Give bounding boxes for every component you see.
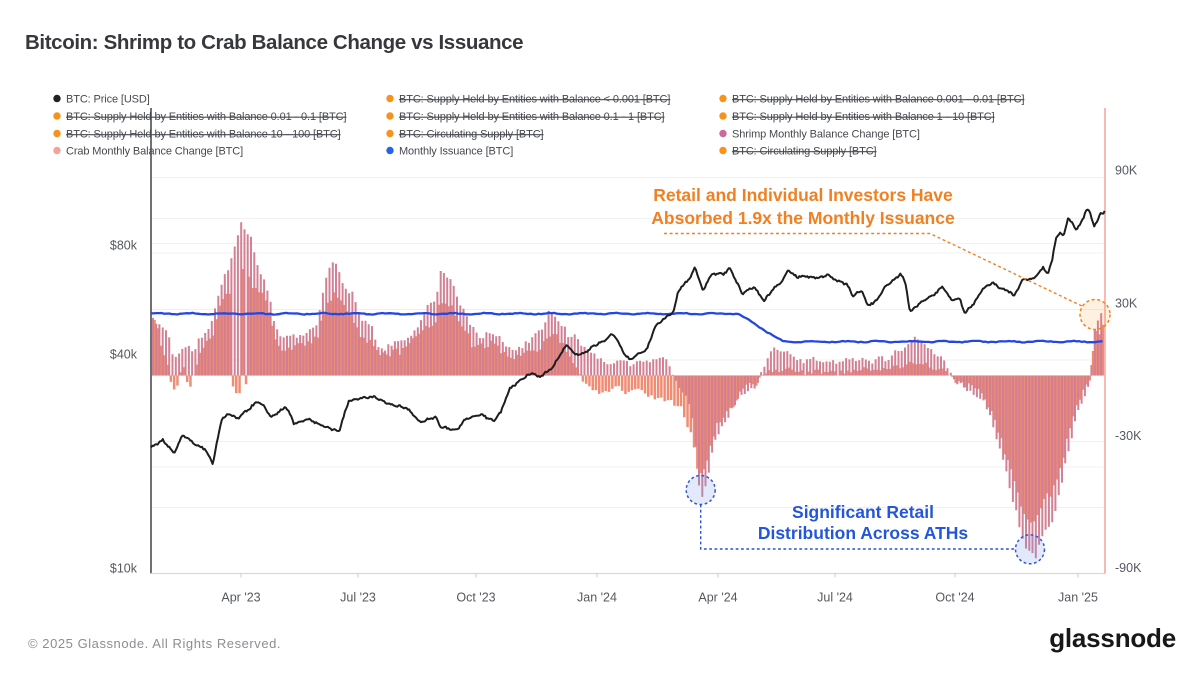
svg-text:Significant Retail: Significant Retail bbox=[792, 502, 934, 522]
svg-text:Jul '23: Jul '23 bbox=[340, 591, 376, 605]
svg-text:glassnode: glassnode bbox=[1049, 623, 1176, 653]
svg-text:BTC: Supply Held by Entities w: BTC: Supply Held by Entities with Balanc… bbox=[732, 111, 995, 123]
svg-text:Bitcoin: Shrimp to Crab Balanc: Bitcoin: Shrimp to Crab Balance Change v… bbox=[25, 31, 523, 54]
svg-text:Oct '23: Oct '23 bbox=[456, 591, 495, 605]
svg-text:$10k: $10k bbox=[110, 562, 138, 576]
svg-text:BTC: Supply Held by Entities w: BTC: Supply Held by Entities with Balanc… bbox=[399, 111, 665, 123]
svg-text:BTC: Circulating Supply [BTC]: BTC: Circulating Supply [BTC] bbox=[399, 129, 544, 141]
svg-text:Crab Monthly Balance Change [B: Crab Monthly Balance Change [BTC] bbox=[66, 146, 243, 158]
svg-text:Oct '24: Oct '24 bbox=[935, 591, 974, 605]
svg-text:Jan '24: Jan '24 bbox=[577, 591, 617, 605]
svg-text:Distribution Across ATHs: Distribution Across ATHs bbox=[758, 523, 969, 543]
svg-text:BTC: Supply Held by Entities w: BTC: Supply Held by Entities with Balanc… bbox=[66, 111, 346, 123]
svg-text:-30K: -30K bbox=[1115, 429, 1142, 443]
svg-text:Absorbed 1.9x the Monthly Issu: Absorbed 1.9x the Monthly Issuance bbox=[651, 208, 955, 228]
svg-text:BTC: Supply Held by Entities w: BTC: Supply Held by Entities with Balanc… bbox=[66, 129, 341, 141]
svg-text:BTC: Circulating Supply [BTC]: BTC: Circulating Supply [BTC] bbox=[732, 146, 877, 158]
svg-text:30K: 30K bbox=[1115, 297, 1138, 311]
svg-text:Jan '25: Jan '25 bbox=[1058, 591, 1098, 605]
svg-text:-90K: -90K bbox=[1115, 561, 1142, 575]
svg-text:Apr '24: Apr '24 bbox=[698, 591, 737, 605]
svg-text:90K: 90K bbox=[1115, 164, 1138, 178]
svg-text:Jul '24: Jul '24 bbox=[817, 591, 853, 605]
svg-text:BTC: Price [USD]: BTC: Price [USD] bbox=[66, 94, 150, 106]
svg-text:Retail and Individual Investor: Retail and Individual Investors Have bbox=[653, 185, 953, 205]
svg-text:$80k: $80k bbox=[110, 239, 138, 253]
svg-text:Monthly Issuance [BTC]: Monthly Issuance [BTC] bbox=[399, 146, 513, 158]
svg-text:BTC: Supply Held by Entities w: BTC: Supply Held by Entities with Balanc… bbox=[732, 94, 1024, 106]
svg-text:Shrimp Monthly Balance Change: Shrimp Monthly Balance Change [BTC] bbox=[732, 129, 920, 141]
svg-text:Apr '23: Apr '23 bbox=[221, 591, 260, 605]
svg-text:© 2025 Glassnode. All Rights R: © 2025 Glassnode. All Rights Reserved. bbox=[28, 636, 281, 651]
svg-text:$40k: $40k bbox=[110, 348, 138, 362]
svg-text:BTC: Supply Held by Entities w: BTC: Supply Held by Entities with Balanc… bbox=[399, 94, 670, 106]
